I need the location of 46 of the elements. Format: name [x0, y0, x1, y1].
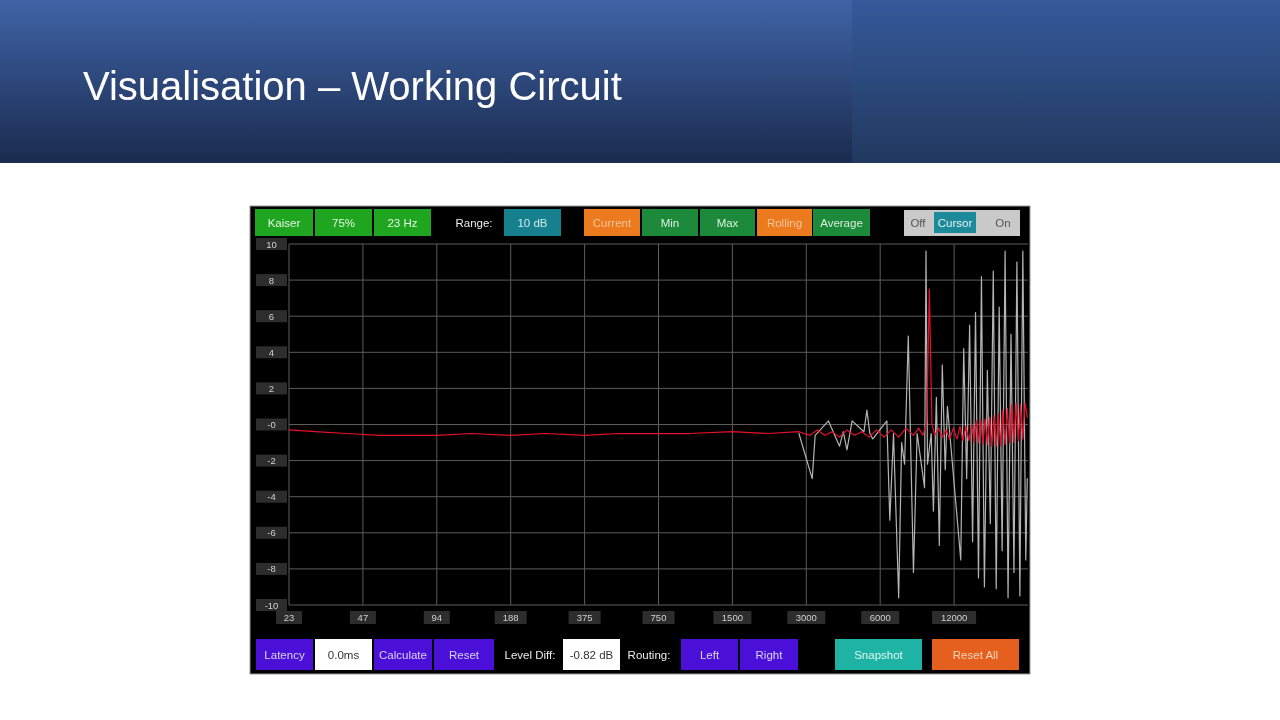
x-tick-label: 6000 — [869, 612, 891, 623]
button: Kaiser — [255, 209, 313, 236]
button: 75% — [315, 209, 372, 236]
button: Reset — [434, 639, 494, 670]
button: Latency — [256, 639, 313, 670]
button: Snapshot — [835, 639, 922, 670]
x-tick-label: 3000 — [795, 612, 817, 623]
y-tick-label: -8 — [267, 563, 276, 575]
y-tick-label: -10 — [264, 599, 279, 611]
toggle-knob: Cursor — [934, 212, 976, 233]
x-tick-label: 47 — [357, 612, 369, 623]
x-tick-label: 94 — [431, 612, 443, 623]
button: Average — [813, 209, 870, 236]
text: Off — [910, 216, 927, 229]
x-tick-label: 23 — [283, 612, 295, 623]
text-field: 0.0ms — [315, 639, 372, 670]
button: Current — [584, 209, 640, 236]
button: Min — [642, 209, 698, 236]
text: Level Diff: — [504, 648, 556, 661]
button: Right — [740, 639, 798, 670]
text-field: -0.82 dB — [563, 639, 620, 670]
x-tick-label: 375 — [576, 612, 593, 623]
y-tick-label: 6 — [268, 310, 275, 322]
text: Routing: — [627, 648, 671, 661]
y-tick-label: 2 — [268, 382, 275, 394]
y-tick-label: 10 — [266, 238, 277, 250]
y-tick-label: 4 — [268, 346, 275, 358]
text: On — [995, 216, 1011, 229]
y-tick-label: -0 — [267, 419, 276, 430]
text: Range: — [455, 216, 493, 229]
y-tick-label: 8 — [268, 274, 275, 286]
button: Rolling — [757, 209, 812, 236]
x-tick-label: 750 — [650, 612, 667, 623]
button: Left — [681, 639, 738, 670]
button: Reset All — [932, 639, 1019, 670]
y-tick-label: -4 — [267, 491, 276, 503]
x-tick-label: 188 — [502, 612, 519, 623]
y-tick-label: -2 — [267, 455, 276, 467]
button: Max — [700, 209, 755, 236]
x-tick-label: 1500 — [721, 612, 743, 623]
button: 23 Hz — [374, 209, 431, 236]
chart-title: Visualisation – Working Circuit — [83, 64, 622, 108]
button: 10 dB — [504, 209, 561, 236]
y-tick-label: -6 — [267, 527, 276, 539]
x-tick-label: 12000 — [940, 612, 968, 623]
button: Calculate — [374, 639, 432, 670]
